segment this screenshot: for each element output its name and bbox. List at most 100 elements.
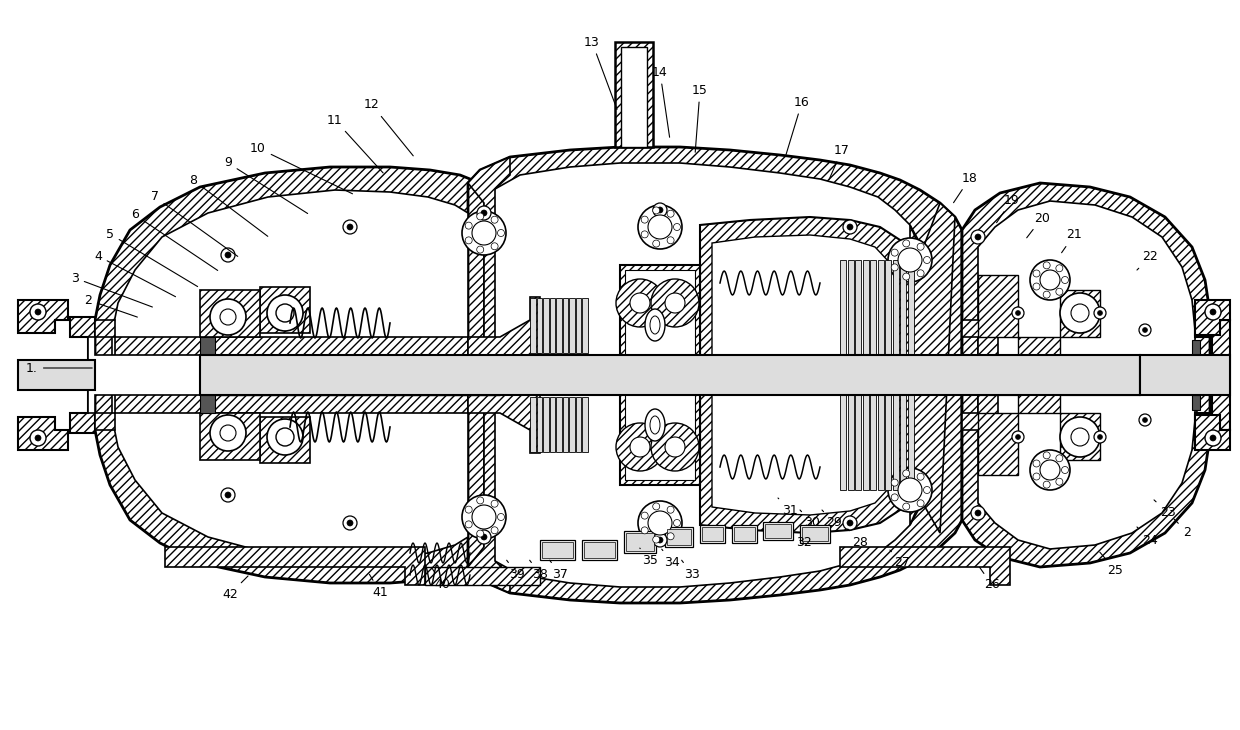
Circle shape — [463, 211, 506, 255]
Circle shape — [918, 473, 924, 480]
Bar — [734, 527, 755, 541]
Text: 31: 31 — [777, 498, 797, 517]
Bar — [529, 298, 536, 353]
Text: 9: 9 — [224, 156, 308, 213]
Circle shape — [641, 527, 649, 534]
Text: 37: 37 — [549, 560, 568, 580]
Polygon shape — [112, 190, 467, 560]
Circle shape — [1210, 435, 1216, 441]
Circle shape — [221, 248, 236, 262]
Bar — [802, 527, 828, 541]
Bar — [624, 531, 656, 553]
Polygon shape — [88, 337, 200, 413]
Text: 3: 3 — [71, 272, 153, 307]
Circle shape — [1043, 291, 1050, 298]
Circle shape — [1205, 430, 1221, 446]
Polygon shape — [19, 360, 95, 390]
Polygon shape — [1018, 337, 1060, 413]
Circle shape — [1061, 466, 1069, 474]
Text: 27: 27 — [890, 550, 910, 569]
Circle shape — [1012, 307, 1024, 319]
Bar — [763, 522, 794, 540]
Circle shape — [1055, 265, 1063, 272]
Circle shape — [343, 220, 357, 234]
Bar — [556, 397, 562, 452]
Polygon shape — [69, 317, 95, 433]
Circle shape — [847, 520, 853, 526]
Polygon shape — [615, 42, 653, 147]
Circle shape — [924, 256, 930, 264]
Circle shape — [35, 435, 41, 441]
Circle shape — [491, 216, 498, 223]
Circle shape — [918, 243, 924, 250]
Circle shape — [1016, 310, 1021, 315]
Bar — [563, 397, 568, 452]
Text: 2: 2 — [1174, 519, 1190, 539]
Circle shape — [903, 273, 910, 280]
Polygon shape — [95, 320, 467, 430]
Bar — [885, 395, 892, 490]
Circle shape — [481, 210, 487, 216]
Text: 23: 23 — [1154, 500, 1176, 520]
Bar — [908, 260, 914, 355]
Bar — [839, 395, 846, 490]
Circle shape — [465, 237, 472, 244]
Text: 15: 15 — [692, 83, 708, 153]
Polygon shape — [1060, 413, 1100, 460]
Circle shape — [667, 533, 675, 539]
Text: 21: 21 — [1061, 228, 1081, 253]
Circle shape — [630, 437, 650, 457]
Text: 4: 4 — [94, 250, 176, 296]
Text: 5: 5 — [105, 228, 197, 287]
Circle shape — [347, 520, 353, 526]
Circle shape — [653, 533, 667, 547]
Polygon shape — [529, 355, 620, 395]
Circle shape — [347, 224, 353, 230]
Circle shape — [903, 240, 910, 247]
Bar — [1192, 395, 1200, 410]
Bar — [878, 260, 883, 355]
Circle shape — [1097, 434, 1102, 439]
Circle shape — [491, 527, 498, 534]
Text: 35: 35 — [640, 548, 658, 566]
Circle shape — [35, 309, 41, 315]
Circle shape — [971, 230, 985, 244]
Circle shape — [843, 220, 857, 234]
Circle shape — [465, 222, 472, 229]
Circle shape — [843, 516, 857, 530]
Circle shape — [1094, 307, 1106, 319]
Circle shape — [1033, 283, 1040, 290]
Text: 24: 24 — [1137, 527, 1158, 547]
Circle shape — [465, 521, 472, 528]
Polygon shape — [95, 167, 480, 583]
Circle shape — [903, 503, 910, 510]
Circle shape — [267, 295, 303, 331]
Circle shape — [971, 506, 985, 520]
Bar — [569, 397, 574, 452]
Circle shape — [892, 249, 898, 256]
Polygon shape — [467, 157, 510, 593]
Circle shape — [1142, 418, 1147, 423]
Circle shape — [651, 279, 699, 327]
Circle shape — [665, 437, 684, 457]
Circle shape — [649, 511, 672, 535]
Circle shape — [1055, 478, 1063, 485]
Circle shape — [1061, 277, 1069, 283]
Circle shape — [667, 237, 675, 244]
Polygon shape — [467, 297, 539, 453]
Bar — [863, 395, 868, 490]
Bar — [563, 298, 568, 353]
Circle shape — [210, 299, 246, 335]
Polygon shape — [1195, 300, 1230, 335]
Bar — [539, 540, 575, 560]
Circle shape — [667, 506, 675, 513]
Circle shape — [649, 215, 672, 239]
Circle shape — [639, 501, 682, 545]
Circle shape — [472, 221, 496, 245]
Polygon shape — [200, 355, 467, 395]
Polygon shape — [1060, 290, 1100, 337]
Circle shape — [219, 309, 236, 325]
Bar — [1192, 340, 1200, 355]
Bar — [839, 260, 846, 355]
Circle shape — [224, 492, 231, 498]
